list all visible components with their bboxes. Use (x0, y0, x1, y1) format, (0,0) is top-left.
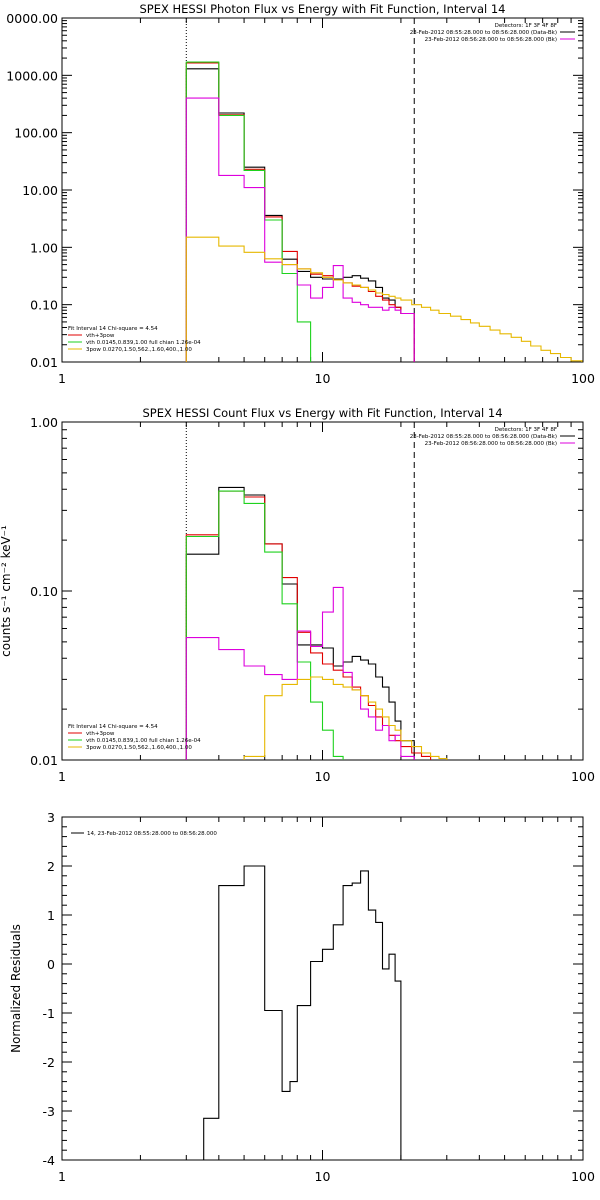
y-tick-label: 0.01 (30, 355, 58, 370)
chart-title: SPEX HESSI Photon Flux vs Energy with Fi… (139, 2, 505, 16)
y-tick-label: -2 (43, 1055, 55, 1070)
count-flux-panel: SPEX HESSI Count Flux vs Energy with Fit… (0, 406, 595, 784)
series-magenta-steps (185, 586, 415, 760)
header-line: Detectors: 1F 3F 4F 8F (495, 23, 557, 29)
x-tick-label: 100 (571, 1169, 595, 1184)
y-tick-label: 0 (47, 957, 55, 972)
y-tick-label: 1.00 (30, 240, 58, 255)
x-tick-label: 1 (58, 371, 66, 386)
x-tick-label: 100 (571, 769, 595, 784)
legend-entry: 14, 23-Feb-2012 08:55:28.000 to 08:56:28… (87, 831, 217, 837)
x-tick-label: 100 (571, 371, 595, 386)
y-tick-label: 3 (47, 810, 55, 825)
series-group (186, 865, 415, 1161)
photon-flux-panel: SPEX HESSI Photon Flux vs Energy with Fi… (6, 2, 595, 386)
y-axis: 0.01 0.10 1.00 10.00 100.00 1000.00 0000.00 (6, 11, 583, 370)
x-tick-label: 10 (315, 371, 331, 386)
legend-entry: vth 0.0145,0.839,1.00 full chian 1.26e-0… (86, 340, 201, 346)
series-black-steps (185, 486, 415, 760)
y-tick-label: 0000.00 (6, 11, 58, 26)
series-red-steps (185, 62, 415, 362)
legend: 14, 23-Feb-2012 08:55:28.000 to 08:56:28… (71, 831, 217, 837)
series-black-steps (186, 865, 415, 1161)
legend-header: Fit Interval 14 Chi-square = 4.54 (68, 326, 158, 332)
y-tick-label: 0.10 (30, 584, 58, 599)
header-line: 23-Feb-2012 08:56:28.000 to 08:56:28.000… (425, 441, 557, 447)
y-axis-label: counts s⁻¹ cm⁻² keV⁻¹ (0, 525, 13, 657)
y-tick-label: -4 (43, 1153, 56, 1168)
y-tick-label: -3 (43, 1104, 55, 1119)
plot-frame (61, 17, 584, 363)
legend-entry: vth 0.0145,0.839,1.00 full chian 1.26e-0… (86, 738, 201, 744)
y-axis-label: Normalized Residuals (9, 924, 23, 1053)
y-axis: 0.01 0.10 1.00 (30, 415, 583, 768)
x-tick-label: 1 (58, 1169, 66, 1184)
legend-entry: 3pow 0.0270,1.50,562.,1.60,400.,1.00 (86, 745, 192, 751)
x-tick-label: 1 (58, 769, 66, 784)
chart-title: SPEX HESSI Count Flux vs Energy with Fit… (142, 406, 502, 420)
legend: Fit Interval 14 Chi-square = 4.54vth+3po… (68, 724, 201, 751)
plot-frame (61, 816, 584, 1161)
y-tick-label: 1.00 (30, 415, 58, 430)
header-line: 23-Feb-2012 08:55:28.000 to 08:56:28.000… (410, 30, 557, 36)
series-green-steps (185, 61, 312, 362)
legend-entry: vth+3pow (86, 333, 115, 339)
residuals-panel: 1 10 100 -4 -3 -2 -1 0 1 2 3 Normalized Residuals 14… (9, 810, 595, 1184)
legend-entry: vth+3pow (86, 731, 115, 737)
y-tick-label: 0.10 (30, 298, 58, 313)
header-line: 23-Feb-2012 08:56:28.000 to 08:56:28.000… (425, 37, 557, 43)
series-group (185, 486, 448, 760)
x-axis: 1 10 100 (58, 422, 595, 784)
y-tick-label: -1 (43, 1006, 55, 1021)
y-tick-label: 0.01 (30, 753, 58, 768)
legend-header: Fit Interval 14 Chi-square = 4.54 (68, 724, 158, 730)
y-tick-label: 1000.00 (6, 68, 58, 83)
y-tick-label: 100.00 (14, 126, 58, 141)
legend-entry: 3pow 0.0270,1.50,562.,1.60,400.,1.00 (86, 347, 192, 353)
series-group (185, 61, 583, 362)
x-tick-label: 10 (315, 1169, 331, 1184)
y-tick-label: 10.00 (22, 183, 58, 198)
series-red-steps (185, 490, 432, 760)
header-line: Detectors: 1F 3F 4F 8F (495, 427, 557, 433)
series-black-steps (185, 68, 415, 362)
x-tick-label: 10 (315, 769, 331, 784)
series-yellow-steps (185, 236, 583, 362)
x-axis: 1 10 100 (58, 18, 595, 386)
y-tick-label: 1 (47, 908, 55, 923)
x-axis: 1 10 100 (58, 817, 595, 1184)
y-axis: -4 -3 -2 -1 0 1 2 3 (43, 810, 583, 1168)
y-tick-label: 2 (47, 859, 55, 874)
header-line: 23-Feb-2012 08:55:28.000 to 08:56:28.000… (410, 434, 557, 440)
series-magenta-steps (185, 97, 415, 362)
series-yellow-steps (243, 676, 448, 760)
series-green-steps (185, 490, 344, 760)
legend: Fit Interval 14 Chi-square = 4.54vth+3po… (68, 326, 201, 353)
